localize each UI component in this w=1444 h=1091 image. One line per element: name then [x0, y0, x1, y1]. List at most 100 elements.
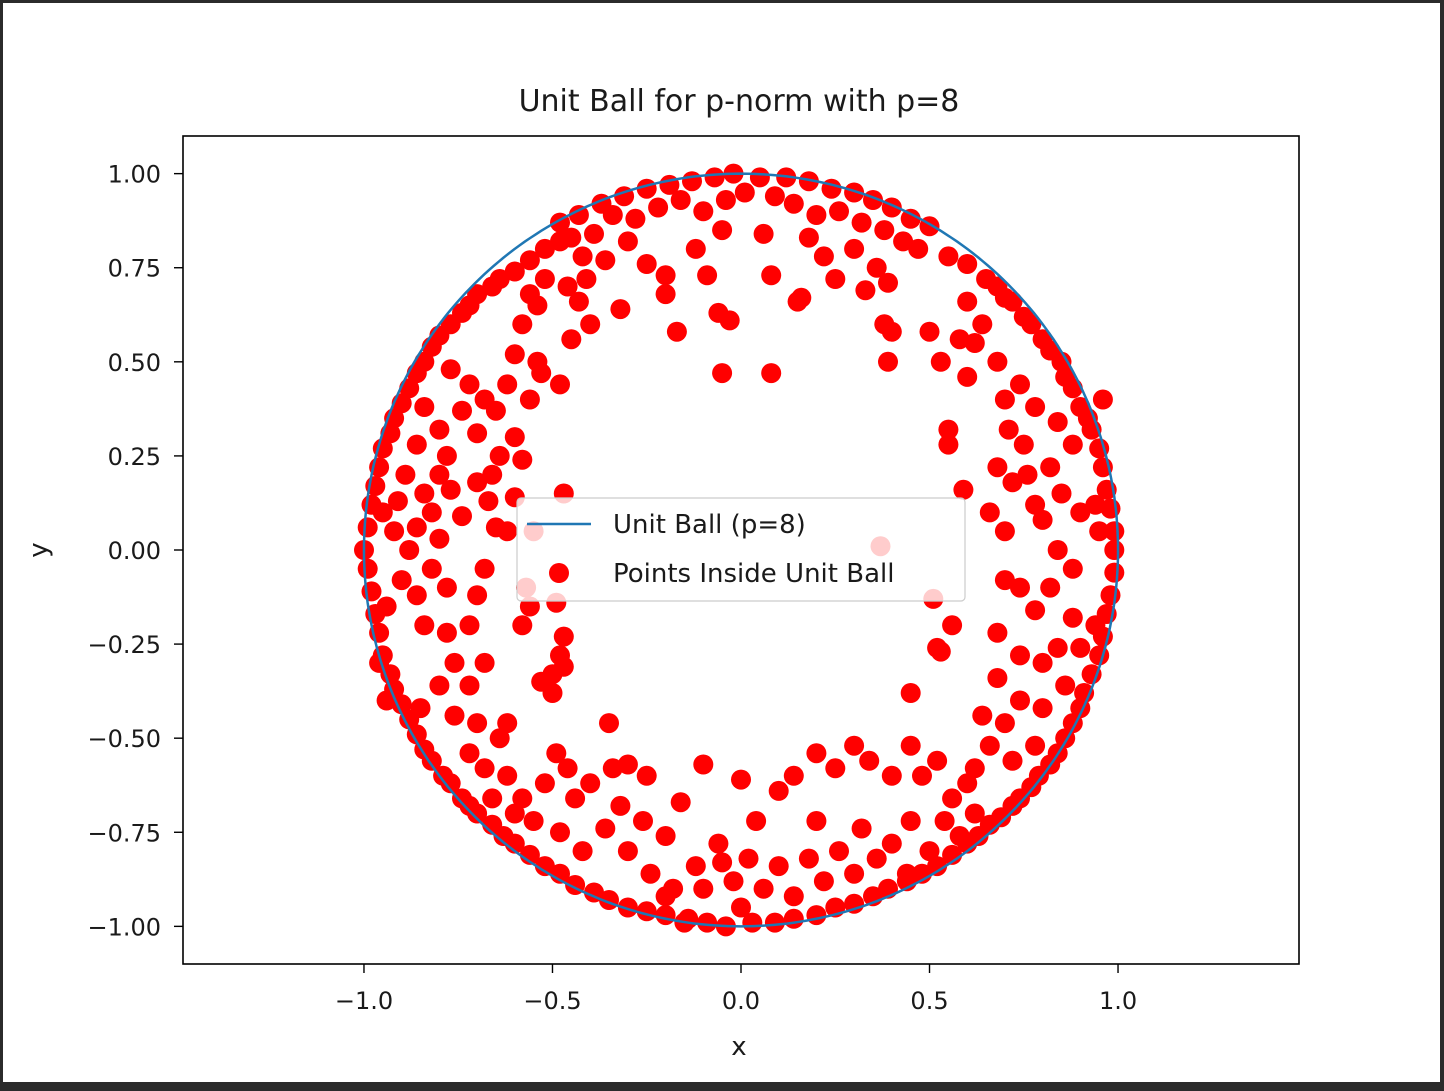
scatter-point [731, 769, 751, 790]
scatter-point [900, 811, 921, 831]
scatter-point [636, 254, 657, 274]
scatter-point [504, 803, 525, 824]
scatter-point [440, 479, 461, 500]
x-tick-label: 0.0 [722, 987, 760, 1015]
scatter-point [919, 841, 940, 862]
scatter-point [761, 265, 782, 286]
scatter-point [821, 178, 842, 199]
scatter-point [436, 622, 457, 643]
legend-label-unit-ball: Unit Ball (p=8) [613, 510, 806, 540]
scatter-point [568, 291, 589, 312]
scatter-point [482, 788, 503, 809]
scatter-point [855, 280, 876, 301]
scatter-point [1085, 615, 1106, 636]
scatter-point [459, 675, 480, 696]
scatter-point [489, 728, 510, 749]
scatter-point [391, 694, 412, 715]
scatter-point [942, 615, 963, 636]
scatter-point [655, 265, 676, 286]
scatter-point [798, 848, 819, 869]
scatter-point [829, 201, 849, 222]
scatter-point [964, 803, 985, 824]
scatter-point [900, 735, 921, 756]
scatter-point [550, 231, 570, 252]
scatter-point [602, 758, 623, 779]
scatter-point [459, 374, 480, 395]
scatter-point [1092, 389, 1113, 410]
scatter-point [421, 558, 442, 579]
scatter-point [761, 363, 782, 384]
scatter-point [798, 227, 819, 248]
scatter-point [844, 182, 865, 203]
scatter-point [399, 540, 420, 560]
scatter-point [467, 803, 488, 824]
scatter-point [829, 841, 849, 862]
scatter-point [467, 713, 488, 734]
scatter-point [1051, 351, 1072, 372]
scatter-point [1002, 291, 1023, 312]
scatter-point [844, 238, 865, 259]
scatter-point [467, 423, 488, 444]
scatter-point [693, 878, 714, 899]
x-tick-label: −1.0 [335, 987, 393, 1015]
scatter-point [919, 321, 940, 342]
scatter-point [844, 893, 865, 914]
scatter-point [534, 773, 555, 794]
scatter-point [844, 735, 865, 756]
scatter-point [783, 765, 804, 786]
scatter-point [584, 223, 604, 244]
scatter-point [1013, 434, 1034, 455]
scatter-point [504, 344, 525, 365]
scatter-point [444, 705, 465, 726]
scatter-point [1070, 502, 1091, 523]
scatter-point [640, 863, 661, 884]
x-axis-title: x [731, 1032, 746, 1062]
scatter-point [1010, 690, 1030, 711]
scatter-point [406, 517, 427, 538]
scatter-point [927, 750, 948, 771]
scatter-point [712, 363, 733, 384]
scatter-point [1032, 509, 1053, 530]
scatter-point [1002, 750, 1023, 771]
y-tick-label: 0.00 [108, 537, 161, 565]
scatter-point [813, 871, 834, 892]
scatter-point [655, 284, 676, 305]
scatter-point [1089, 521, 1110, 542]
scatter-point [964, 333, 985, 353]
scatter-point [987, 622, 1008, 643]
y-tick-label: −0.50 [87, 725, 161, 753]
scatter-point [881, 321, 902, 342]
scatter-point [912, 765, 932, 786]
scatter-point [881, 833, 902, 854]
scatter-point [568, 205, 589, 225]
scatter-point [376, 596, 397, 617]
x-tick-label: 1.0 [1099, 987, 1137, 1015]
scatter-point [1040, 457, 1061, 478]
scatter-point [987, 457, 1008, 478]
scatter-point [497, 713, 518, 734]
scatter-point [874, 220, 895, 241]
scatter-point [452, 506, 472, 527]
scatter-point [908, 238, 929, 259]
scatter-point [806, 811, 827, 831]
scatter-point [666, 321, 687, 342]
scatter-point [534, 856, 555, 877]
scatter-point [391, 570, 412, 591]
scatter-point [851, 212, 872, 233]
scatter-point [387, 491, 408, 512]
scatter-point [459, 743, 480, 764]
scatter-point [1081, 664, 1102, 685]
scatter-point [957, 366, 978, 387]
scatter-point [436, 445, 457, 466]
scatter-point [459, 615, 480, 636]
scatter-point [482, 276, 503, 297]
y-tick-label: −1.00 [87, 913, 161, 941]
scatter-point [783, 193, 804, 214]
scatter-point [900, 208, 921, 229]
scatter-point [693, 201, 714, 222]
scatter-point [421, 502, 442, 523]
scatter-point [994, 713, 1015, 734]
scatter-point [731, 897, 751, 918]
scatter-point [972, 314, 993, 335]
scatter-point [534, 269, 555, 289]
